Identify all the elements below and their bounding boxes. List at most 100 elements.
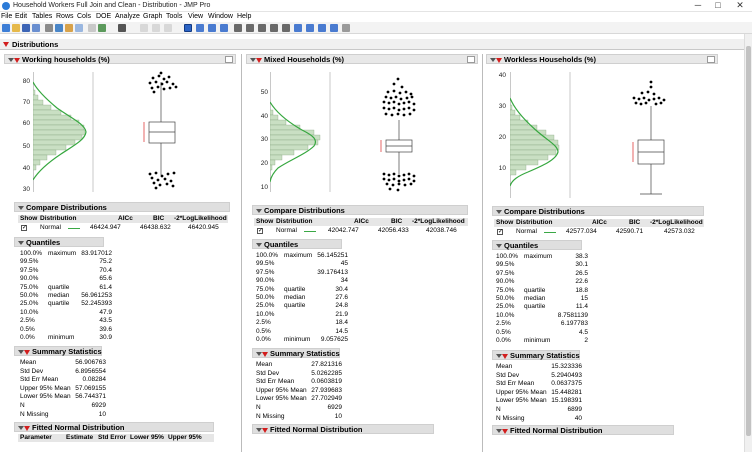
show-checkbox[interactable]: ✓ (257, 228, 264, 234)
minimize-button[interactable]: ─ (694, 0, 702, 10)
menu-analyze[interactable]: Analyze (115, 13, 140, 20)
cut-icon[interactable] (45, 24, 53, 32)
panel-options-icon[interactable] (225, 56, 233, 63)
quantile-value: 30.4 (335, 285, 348, 293)
copy-icon[interactable] (55, 24, 63, 32)
quantiles-header[interactable]: Quantiles (252, 239, 342, 249)
save-icon[interactable] (22, 24, 30, 32)
mixed-households-histogram-boxplot[interactable] (270, 70, 465, 194)
disclosure-icon[interactable] (496, 210, 502, 214)
grabber-icon[interactable] (220, 24, 228, 32)
show-checkbox[interactable]: ✓ (497, 229, 504, 235)
panel-working-households-header[interactable]: Working households (%) (4, 54, 236, 64)
brush-icon[interactable] (246, 24, 254, 32)
menu-view[interactable]: View (188, 13, 204, 20)
disclosure-icon[interactable] (496, 429, 502, 433)
fitted-normal-header[interactable]: Fitted Normal Distribution (492, 425, 674, 435)
new-table-icon[interactable] (2, 24, 10, 32)
disclosure-icon[interactable] (496, 354, 502, 358)
compare-distributions-header[interactable]: Compare Distributions (252, 205, 468, 215)
menu-help[interactable]: Help (237, 13, 252, 20)
help-icon[interactable] (196, 24, 204, 32)
disclosure-icon[interactable] (18, 350, 24, 354)
disclosure-icon[interactable] (250, 58, 256, 62)
vertical-scrollbar[interactable] (744, 34, 752, 452)
quantile-value: 65.6 (99, 275, 112, 283)
disclosure-icon[interactable] (18, 206, 24, 210)
scroller-icon[interactable] (208, 24, 216, 32)
chevron-down-icon[interactable] (342, 24, 350, 32)
maximize-button[interactable]: □ (715, 0, 721, 10)
menu-window[interactable]: Window (208, 13, 233, 20)
brush-icon[interactable] (152, 24, 160, 32)
summary-statistics-header[interactable]: Summary Statistics (14, 346, 102, 356)
red-triangle-menu-icon[interactable] (502, 353, 508, 359)
red-triangle-menu-icon[interactable] (24, 349, 30, 355)
search-icon[interactable] (88, 24, 96, 32)
toolbar (0, 22, 752, 34)
menu-tables[interactable]: Tables (32, 13, 53, 20)
summary-row: N 6929 (256, 404, 342, 413)
quantiles-header[interactable]: Quantiles (492, 240, 582, 250)
disclosure-icon[interactable] (18, 241, 24, 245)
distributions-header[interactable]: Distributions (0, 39, 752, 50)
red-triangle-menu-icon[interactable] (256, 57, 262, 63)
search-icon[interactable] (118, 24, 126, 32)
magnifier-icon[interactable] (258, 24, 266, 32)
menu-doe[interactable]: DOE (96, 13, 112, 20)
lasso-icon[interactable] (164, 24, 172, 32)
red-triangle-menu-icon[interactable] (502, 428, 508, 434)
oval-icon[interactable] (318, 24, 326, 32)
workless-households-histogram-boxplot[interactable] (510, 70, 705, 200)
disclosure-icon[interactable] (256, 209, 262, 213)
scrollbar-thumb[interactable] (746, 46, 751, 436)
compare-distributions-header[interactable]: Compare Distributions (492, 206, 704, 216)
red-triangle-menu-icon[interactable] (262, 427, 268, 433)
disclosure-icon[interactable] (256, 428, 262, 432)
quantiles-header[interactable]: Quantiles (14, 237, 104, 247)
menu-tools[interactable]: Tools (166, 13, 183, 20)
print-icon[interactable] (32, 24, 40, 32)
paste-icon[interactable] (65, 24, 73, 32)
disclosure-icon[interactable] (18, 426, 24, 430)
annotate-icon[interactable] (282, 24, 290, 32)
lasso-icon[interactable] (234, 24, 242, 32)
working-households-histogram-boxplot[interactable] (33, 70, 228, 194)
polygon-icon[interactable] (306, 24, 314, 32)
disclosure-icon[interactable] (490, 58, 496, 62)
disclosure-icon[interactable] (256, 352, 262, 356)
fitted-normal-header[interactable]: Fitted Normal Distribution (252, 424, 434, 434)
summary-statistics-header[interactable]: Summary Statistics (252, 348, 340, 358)
menu-file[interactable]: File (1, 13, 13, 20)
compare-distributions-header[interactable]: Compare Distributions (14, 202, 230, 212)
disclosure-icon[interactable] (496, 244, 502, 248)
crosshair-icon[interactable] (270, 24, 278, 32)
oval-icon[interactable] (330, 24, 338, 32)
disclosure-icon[interactable] (256, 243, 262, 247)
close-button[interactable]: ✕ (736, 0, 744, 10)
menu-cols[interactable]: Cols (77, 13, 92, 20)
line-icon[interactable] (294, 24, 302, 32)
red-triangle-menu-icon[interactable] (496, 57, 502, 63)
panel-options-icon[interactable] (467, 56, 475, 63)
panel-options-icon[interactable] (707, 56, 715, 63)
summary-statistics-header[interactable]: Summary Statistics (492, 350, 580, 360)
panel-mixed-households-header[interactable]: Mixed Households (%) (246, 54, 478, 64)
select-icon[interactable] (184, 24, 192, 32)
menu-rows[interactable]: Rows (56, 13, 74, 20)
red-triangle-menu-icon[interactable] (3, 42, 9, 47)
disclosure-icon[interactable] (8, 58, 14, 62)
red-triangle-menu-icon[interactable] (24, 425, 30, 431)
red-triangle-menu-icon[interactable] (262, 351, 268, 357)
open-icon[interactable] (12, 24, 20, 32)
fitted-normal-header[interactable]: Fitted Normal Distribution (14, 422, 214, 432)
table-icon[interactable] (75, 24, 83, 32)
menu-edit[interactable]: Edit (15, 13, 28, 20)
red-triangle-menu-icon[interactable] (14, 57, 20, 63)
scroller-icon[interactable] (140, 24, 148, 32)
y-tick-label: 70 (22, 99, 30, 106)
menu-graph[interactable]: Graph (143, 13, 163, 20)
panel-workless-households-header[interactable]: Workless Households (%) (486, 54, 718, 64)
show-checkbox[interactable]: ✓ (21, 225, 28, 231)
arrow-icon[interactable] (98, 24, 106, 32)
